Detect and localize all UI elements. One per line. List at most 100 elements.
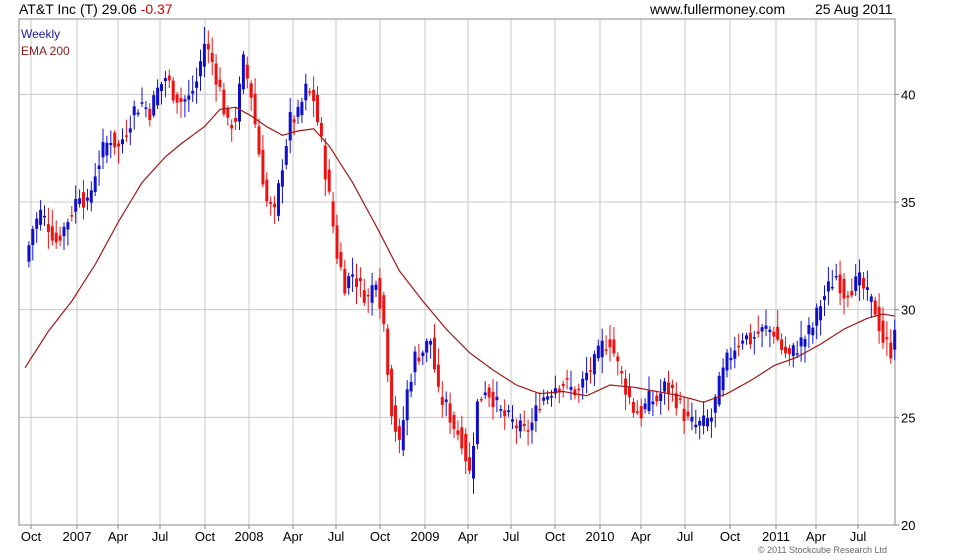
candle-body bbox=[316, 94, 319, 123]
candle-body bbox=[436, 364, 440, 387]
candle-body bbox=[409, 381, 413, 392]
candle-body bbox=[717, 375, 721, 405]
candle-body bbox=[140, 102, 144, 104]
candle-body bbox=[206, 43, 210, 50]
candle-body bbox=[815, 307, 819, 326]
x-tick-label: Jul bbox=[503, 529, 520, 544]
candle-body bbox=[464, 434, 468, 462]
candle-body bbox=[756, 331, 760, 334]
candle-body bbox=[842, 278, 846, 299]
candle-body bbox=[491, 391, 495, 408]
candle-body bbox=[604, 349, 608, 351]
candle-body bbox=[78, 198, 82, 204]
candle-body bbox=[698, 420, 702, 426]
candle-body bbox=[241, 54, 245, 90]
x-tick-label: 2011 bbox=[762, 529, 790, 544]
candle-body bbox=[160, 84, 163, 91]
candle-body bbox=[175, 94, 179, 103]
candle-body bbox=[89, 190, 93, 203]
candle-body bbox=[784, 346, 787, 354]
candle-body bbox=[569, 386, 573, 390]
candle-body bbox=[97, 165, 101, 170]
x-tick-label: Oct bbox=[370, 529, 391, 544]
candle-body bbox=[483, 392, 487, 396]
candle-body bbox=[273, 203, 277, 208]
candle-body bbox=[191, 90, 195, 94]
x-tick-label: Apr bbox=[108, 529, 129, 544]
ema-200-line bbox=[24, 106, 895, 403]
candle-body bbox=[390, 368, 394, 417]
candle-body bbox=[101, 142, 105, 158]
symbol-label: AT&T Inc (T) bbox=[19, 1, 98, 17]
candle-body bbox=[468, 457, 472, 471]
x-tick-label: 2010 bbox=[586, 529, 615, 544]
candles bbox=[27, 27, 897, 494]
candle-body bbox=[163, 78, 167, 82]
candle-body bbox=[787, 348, 791, 355]
candle-body bbox=[526, 430, 530, 432]
candle-body bbox=[721, 367, 725, 391]
candle-body bbox=[553, 388, 557, 394]
x-tick-label: Oct bbox=[195, 529, 216, 544]
candle-body bbox=[280, 170, 284, 187]
candle-body bbox=[288, 112, 292, 141]
candle-body bbox=[803, 339, 807, 347]
candle-body bbox=[865, 287, 869, 291]
candle-body bbox=[323, 145, 327, 180]
candle-body bbox=[284, 146, 288, 165]
candle-body bbox=[764, 325, 768, 329]
candle-body bbox=[819, 306, 823, 321]
candle-body bbox=[811, 327, 815, 336]
candle-body bbox=[355, 278, 358, 288]
legend-ema-200: EMA 200 bbox=[21, 44, 70, 58]
chart-header-title: AT&T Inc (T) 29.06 -0.37 bbox=[19, 1, 173, 17]
candle-body bbox=[257, 126, 261, 155]
candle-body bbox=[752, 337, 756, 339]
candle-body bbox=[167, 75, 171, 81]
candle-body bbox=[327, 169, 331, 192]
candle-body bbox=[429, 340, 433, 345]
candle-body bbox=[511, 419, 514, 422]
candle-body bbox=[472, 445, 475, 479]
candle-body bbox=[651, 401, 655, 405]
candle-body bbox=[117, 143, 121, 147]
x-tick-label: 2009 bbox=[411, 529, 440, 544]
candle-body bbox=[31, 228, 35, 246]
price-change: -0.37 bbox=[140, 1, 173, 17]
candle-body bbox=[362, 290, 366, 303]
candle-body bbox=[444, 399, 448, 403]
candle-body bbox=[39, 209, 43, 225]
candle-body bbox=[893, 329, 897, 350]
x-tick-label: 2008 bbox=[235, 529, 264, 544]
candle-body bbox=[187, 95, 191, 100]
copyright-notice: © 2011 Stockcube Research Ltd bbox=[758, 545, 888, 555]
candle-body bbox=[573, 389, 577, 396]
y-tick-label: 25 bbox=[901, 410, 915, 425]
price-value: 29.06 bbox=[101, 1, 137, 17]
candle-body bbox=[304, 83, 308, 101]
candle-body bbox=[862, 277, 865, 289]
candle-body bbox=[238, 83, 241, 122]
candle-body bbox=[179, 97, 183, 102]
candle-body bbox=[667, 382, 670, 394]
candle-body bbox=[50, 226, 54, 241]
x-tick-label: Jul bbox=[328, 529, 345, 544]
candle-body bbox=[331, 201, 335, 227]
candle-body bbox=[358, 277, 362, 282]
candle-body bbox=[62, 226, 66, 237]
candle-body bbox=[261, 150, 265, 185]
candle-body bbox=[27, 245, 31, 262]
candle-body bbox=[425, 340, 429, 353]
candle-body bbox=[768, 329, 772, 333]
y-axis-ticks: 20 25 30 35 40 bbox=[895, 87, 915, 533]
candle-body bbox=[694, 424, 698, 428]
candle-body bbox=[132, 106, 136, 116]
candle-body bbox=[612, 339, 616, 354]
candle-body bbox=[670, 384, 674, 389]
candle-body bbox=[561, 383, 565, 387]
candle-body bbox=[838, 274, 842, 294]
candle-body bbox=[292, 119, 296, 123]
candle-body bbox=[725, 352, 729, 371]
candle-body bbox=[635, 411, 639, 413]
